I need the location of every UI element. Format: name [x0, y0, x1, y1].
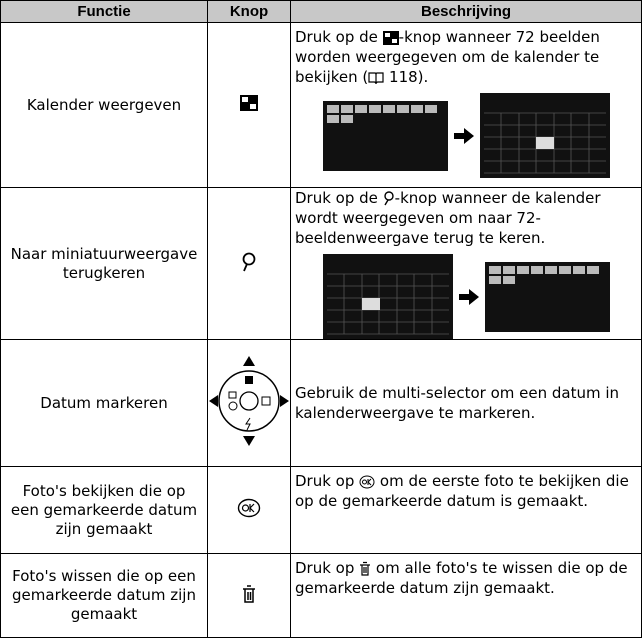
- description: Gebruik de multi-selector om een datum i…: [290, 339, 642, 467]
- column-header: Knop: [207, 0, 291, 23]
- text: Gebruik de multi-selector om een datum i…: [295, 384, 620, 422]
- header-row: Functie Knop Beschrijving: [0, 0, 642, 23]
- text: Druk op de: [295, 28, 383, 46]
- row: Datum markeren Gebruik de multi-selector…: [0, 339, 642, 467]
- button: [207, 339, 291, 467]
- column-header: Beschrijving: [290, 0, 642, 23]
- text: om alle foto's te wissen die op de gemar…: [295, 559, 628, 597]
- text: 118).: [384, 68, 429, 86]
- screen-calendar: [322, 254, 453, 339]
- description: Druk op de -knop wanneer de kalender wor…: [290, 187, 642, 340]
- function: Foto's wissen die op een gemarkeerde dat…: [0, 553, 208, 638]
- arrow: [453, 127, 474, 144]
- text: Druk op de: [295, 189, 383, 207]
- description: Druk op de -knop wanneer 72 beelden word…: [290, 22, 642, 188]
- ok-icon: [237, 498, 261, 518]
- function: Foto's bekijken die op een gemarkeerde d…: [0, 466, 208, 554]
- function: Naar miniatuurweergave terugkeren: [0, 187, 208, 340]
- row: Naar miniatuurweergave terugkeren Druk o…: [0, 187, 642, 340]
- row: Foto's bekijken die op een gemarkeerde d…: [0, 466, 642, 554]
- text: Druk op: [295, 559, 360, 577]
- text: -knop wanneer de kalender wordt weergege…: [295, 189, 601, 247]
- book-icon: [368, 72, 384, 85]
- screen-72: [322, 100, 448, 171]
- ok-icon: [359, 475, 375, 489]
- text: -knop wanneer 72 beelden worden weergege…: [295, 28, 600, 86]
- zoom-out-icon: [242, 252, 256, 271]
- function: Datum markeren: [0, 339, 208, 467]
- zoom-out-icon: [383, 191, 394, 206]
- text: Druk op: [295, 472, 360, 490]
- button: [207, 187, 291, 340]
- screen-calendar: [479, 93, 610, 178]
- delete-icon: [243, 584, 255, 603]
- row: Foto's wissen die op een gemarkeerde dat…: [0, 553, 642, 638]
- button: [207, 466, 291, 554]
- arrow: [458, 288, 479, 305]
- button: [207, 553, 291, 638]
- delete-icon: [360, 561, 371, 576]
- multi-selector-icon: [209, 356, 289, 446]
- text: om de eerste foto te bekijken die op de …: [295, 472, 629, 510]
- function: Kalender weergeven: [0, 22, 208, 188]
- description: Druk op om de eerste foto te bekijken di…: [290, 466, 642, 554]
- button: [207, 22, 291, 188]
- thumbnail-icon: [382, 31, 399, 45]
- description: Druk op om alle foto's te wissen die op …: [290, 553, 642, 638]
- row: Kalender weergeven Druk op de -knop wann…: [0, 22, 642, 188]
- thumbnail-icon: [240, 95, 258, 111]
- column-header: Functie: [0, 0, 208, 23]
- screen-72: [484, 261, 610, 332]
